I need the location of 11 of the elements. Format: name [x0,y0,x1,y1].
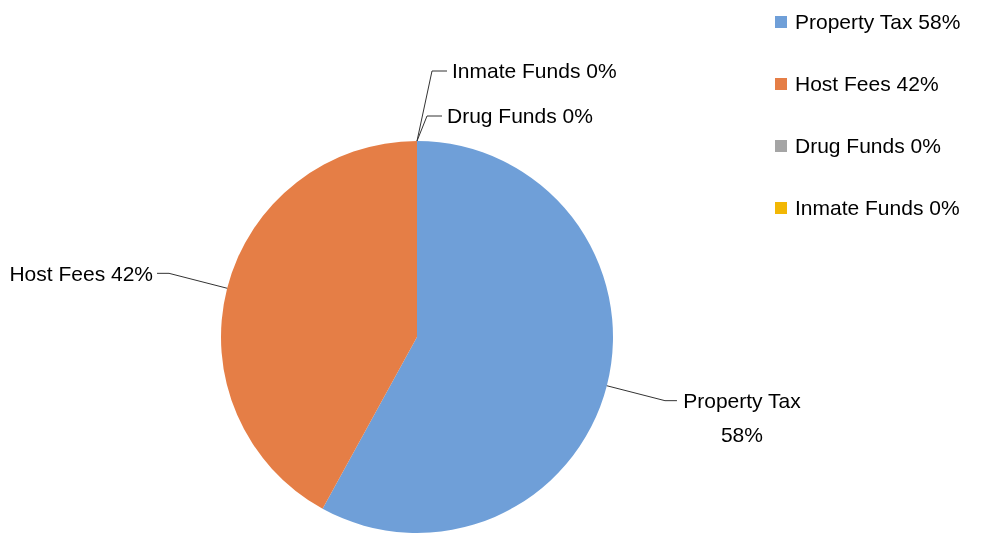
category-label: Drug Funds 0% [795,134,941,158]
legend-label: Host Fees 42% [795,72,939,96]
legend-label: Drug Funds 0% [447,104,593,128]
data-label: 58% [720,422,763,446]
legend-label: Inmate Funds 0% [795,196,960,220]
category-label: Property Tax 58% [795,10,961,34]
slice-label: Host Fees 42% [9,261,154,285]
pie-slice [221,141,417,509]
slice-label: Property Tax [683,389,802,413]
category-label: Inmate Funds 0% [452,59,617,83]
pie-slice [322,141,613,533]
